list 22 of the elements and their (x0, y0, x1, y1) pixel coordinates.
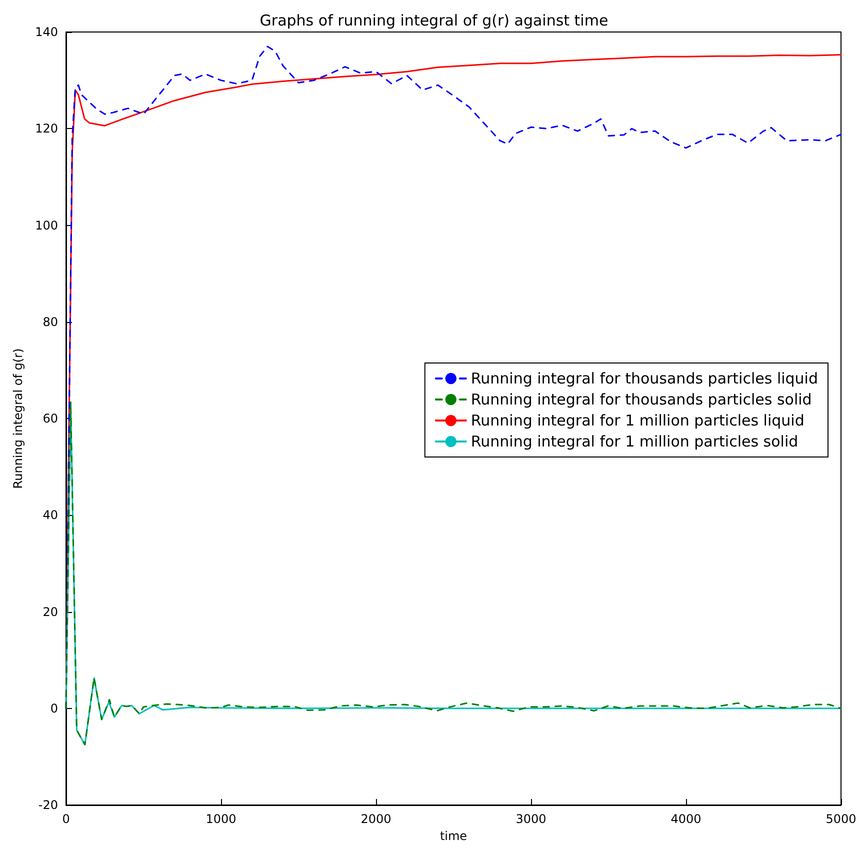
y-tick-label: 20 (42, 604, 58, 619)
y-tick-label: 140 (35, 25, 58, 39)
x-tick-label: 5000 (826, 812, 856, 826)
x-tick-label: 4000 (670, 812, 702, 826)
y-axis-title: Running integral of g(r) (11, 348, 26, 489)
legend-label: Running integral for thousands particles solid (470, 390, 812, 408)
x-tick-label: 3000 (516, 812, 546, 826)
y-tick-label: 80 (42, 314, 58, 329)
x-tick-label: 0 (62, 812, 70, 826)
x-tick-label: 1000 (206, 812, 236, 826)
y-tick-label: 100 (35, 218, 58, 232)
y-tick-label: 0 (50, 701, 58, 716)
legend-label: Running integral for 1 million particles solid (470, 432, 798, 450)
y-tick-label: 120 (35, 122, 58, 136)
chart-title: Graphs of running integral of g(r) against time (260, 12, 608, 30)
legend-label: Running integral for 1 million particles liquid (470, 412, 804, 430)
x-axis-title: time (440, 828, 468, 843)
y-tick-label: 60 (42, 412, 58, 426)
x-tick-label: 2000 (360, 812, 392, 826)
legend-label: Running integral for thousands particles liquid (470, 370, 818, 388)
y-tick-label: 40 (42, 508, 58, 522)
y-tick-label: -20 (38, 798, 58, 812)
